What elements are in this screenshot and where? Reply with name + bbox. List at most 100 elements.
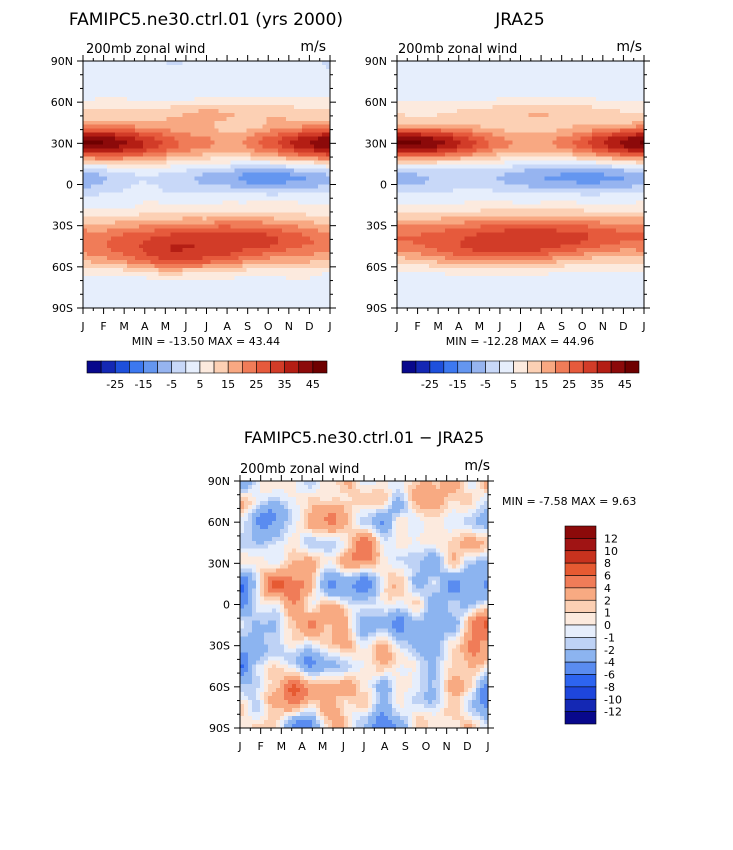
field-cell [98,236,104,241]
field-cell [412,76,418,82]
field-cell [282,84,287,90]
field-cell [134,216,140,221]
field-cell [318,68,323,74]
field-cell [202,220,208,225]
field-cell [182,184,188,190]
field-cell [588,61,593,66]
field-cell [302,228,307,233]
field-cell [158,244,164,249]
field-cell [138,68,144,74]
field-cell [118,220,124,225]
field-cell [624,108,629,114]
field-cell [166,284,172,289]
field-cell [110,96,116,102]
field-cell [106,116,112,122]
field-cell [110,108,116,114]
field-cell [214,188,220,194]
field-cell [106,124,112,130]
field-cell [90,196,96,202]
field-cell [282,152,287,158]
field-cell [624,100,629,106]
field-cell [222,264,228,269]
field-cell [620,120,625,126]
field-cell [266,144,271,150]
field-cell [98,220,104,225]
field-cell [166,256,172,261]
field-cell [286,268,291,273]
field-cell [158,184,164,190]
field-cell [424,64,430,70]
field-cell [214,264,220,269]
field-cell [294,188,299,194]
field-cell [460,92,466,98]
colorbar-box [129,360,144,374]
field-cell [472,64,478,70]
field-cell [492,116,498,122]
field-cell [294,276,299,281]
field-cell [122,288,128,293]
field-cell [206,212,212,217]
field-cell [524,61,530,66]
field-cell [552,100,557,106]
field-cell [456,76,462,82]
field-cell [138,140,144,146]
field-cell [214,92,220,98]
field-cell [306,204,311,209]
field-cell [476,104,482,110]
field-cell [198,112,204,118]
field-cell [142,256,148,261]
field-cell [94,260,100,265]
field-cell [122,180,128,186]
field-cell [322,208,327,213]
field-cell [528,112,534,118]
field-cell [170,108,176,114]
field-cell [397,61,402,66]
field-cell [254,104,259,110]
field-cell [190,72,196,78]
field-cell [258,252,263,257]
field-cell [134,304,140,309]
field-cell [146,176,152,182]
field-cell [460,64,466,70]
field-cell [222,188,228,194]
field-cell [230,224,235,229]
field-cell [122,200,128,206]
field-cell [322,136,327,142]
field-cell [83,212,88,217]
field-cell [266,128,271,134]
field-cell [306,292,311,297]
field-cell [166,61,172,66]
field-cell [234,256,239,261]
field-cell [178,240,184,245]
field-cell [146,200,152,206]
field-cell [322,156,327,162]
field-cell [174,268,180,273]
field-cell [190,168,196,174]
field-cell [170,264,176,269]
field-cell [270,204,275,209]
field-cell [166,164,172,170]
field-cell [106,132,112,138]
field-cell [218,152,224,158]
field-cell [286,276,291,281]
field-cell [294,200,299,206]
field-cell [500,116,506,122]
field-cell [306,140,311,146]
field-cell [234,104,239,110]
field-cell [190,292,196,297]
field-cell [314,92,319,98]
field-cell [608,61,613,66]
field-cell [250,304,255,309]
field-cell [190,184,196,190]
field-cell [114,88,120,94]
field-cell [186,72,192,78]
field-cell [126,84,132,90]
field-cell [408,96,414,102]
field-cell [190,188,196,194]
field-cell [302,244,307,249]
field-cell [290,204,295,209]
field-cell [318,252,323,257]
field-cell [322,248,327,253]
field-cell [90,104,96,110]
field-cell [114,252,120,257]
